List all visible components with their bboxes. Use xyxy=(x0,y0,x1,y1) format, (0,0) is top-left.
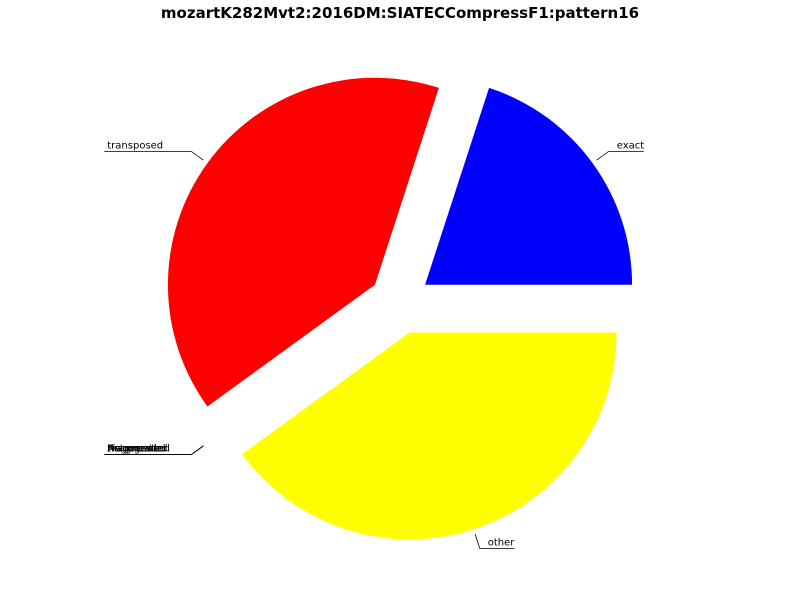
chart-title: mozartK282Mvt2:2016DM:SIATECCompressF1:p… xyxy=(160,4,640,22)
pie-slice-other xyxy=(242,332,617,540)
slice-label-tfragmented: tfragmented xyxy=(107,444,170,455)
leader-line-retrograde xyxy=(104,445,204,456)
slice-label-retrograde: Retrograde xyxy=(107,444,163,455)
pie-slice-transposed xyxy=(167,77,439,407)
slice-label-other: other xyxy=(488,537,516,548)
slice-label-transposed: transposed xyxy=(107,140,163,151)
leader-line-other xyxy=(474,533,515,549)
slice-label-augmented: Augmented xyxy=(107,444,165,455)
slice-label-fragmented: Fragmented xyxy=(107,444,167,455)
leader-line-transposed xyxy=(104,150,204,161)
slice-label-exact: exact xyxy=(617,140,645,151)
pie-slice-exact xyxy=(425,87,633,285)
leader-line-exact xyxy=(596,150,644,161)
